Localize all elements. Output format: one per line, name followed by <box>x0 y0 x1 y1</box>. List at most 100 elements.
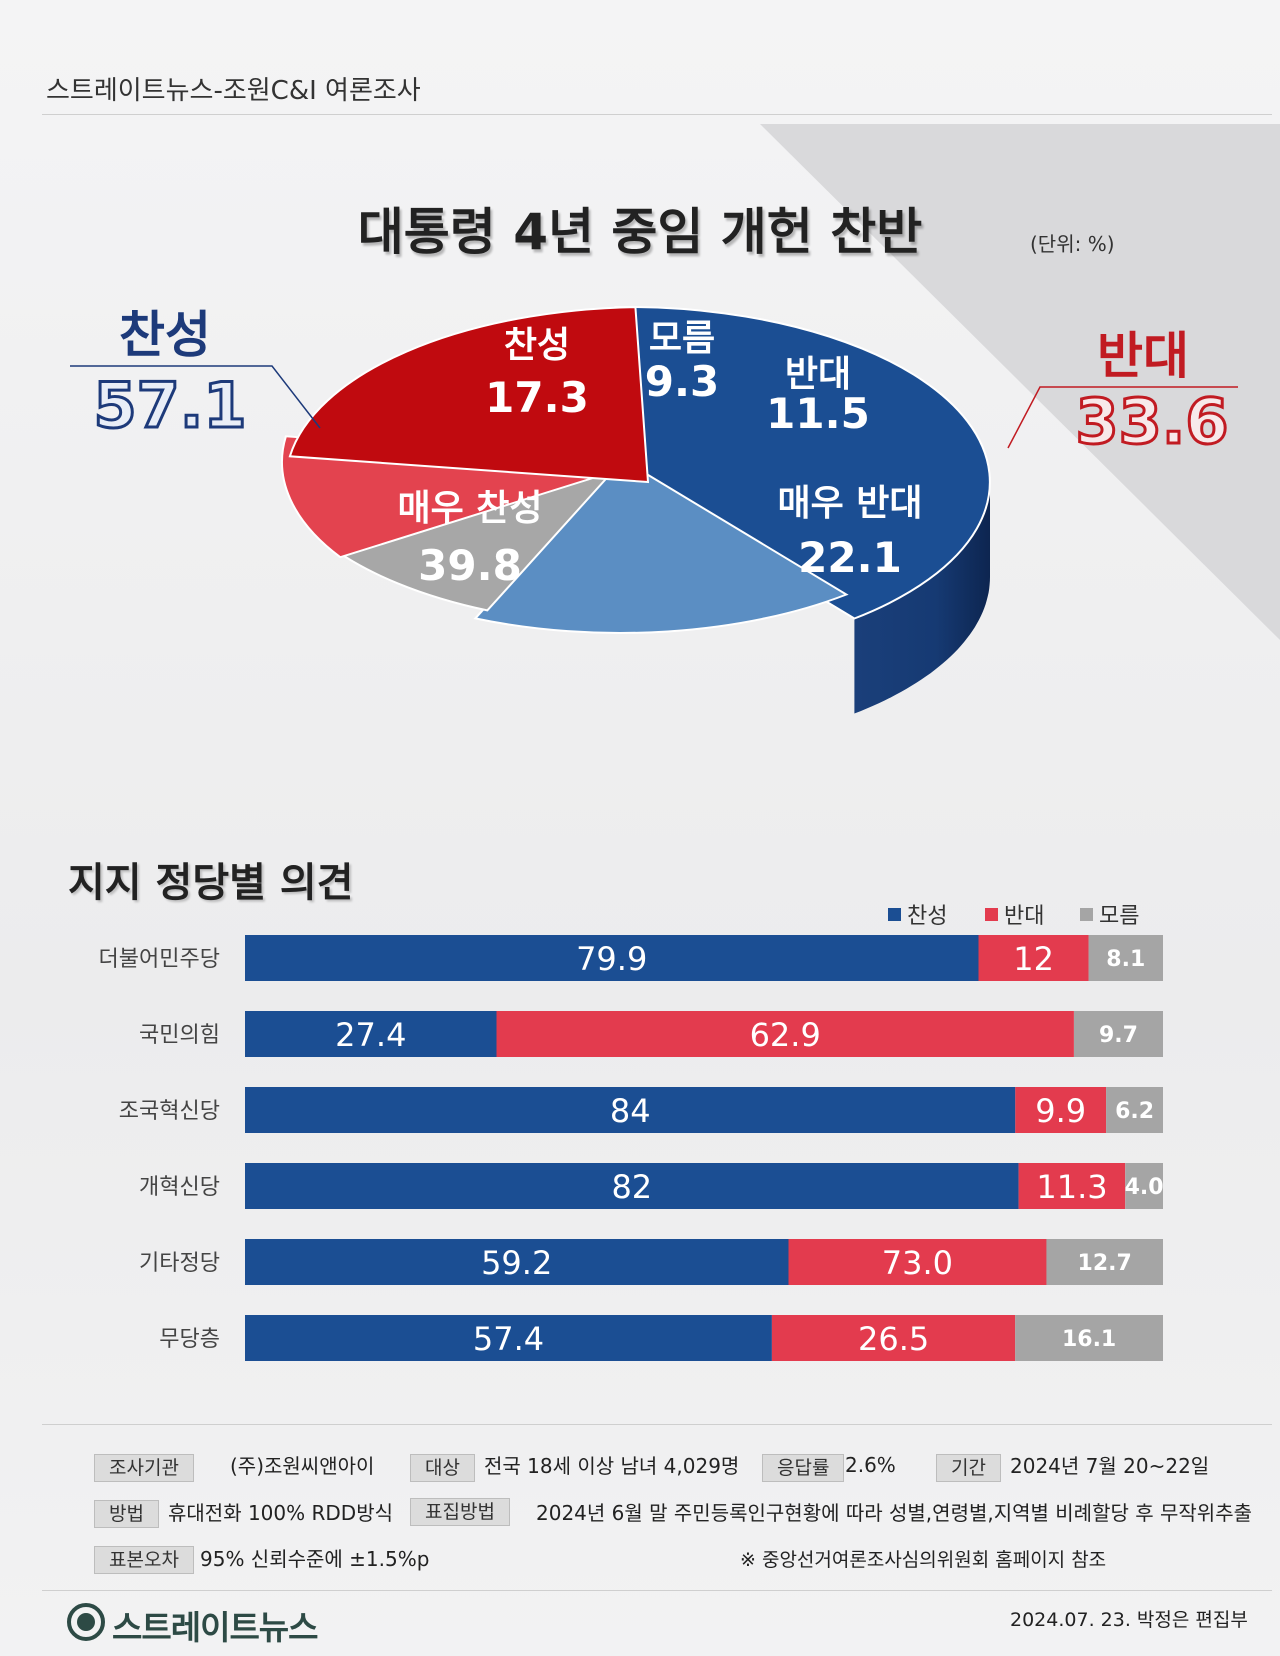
bar-category-4: 기타정당 <box>139 1251 220 1276</box>
header-divider <box>42 114 1272 115</box>
pie-slice-4 <box>288 306 650 484</box>
pie-tops <box>281 306 991 634</box>
background-diagonal <box>760 124 1280 640</box>
total-disagree-label: 반대 <box>1097 327 1189 385</box>
bar-category-5: 무당층 <box>159 1327 220 1352</box>
bar-label-3-1: 11.3 <box>1036 1168 1107 1206</box>
pie-slice-value-1: 17.3 <box>485 373 589 422</box>
survey-target: 전국 18세 이상 남녀 4,029명 <box>484 1454 740 1478</box>
pie-sides <box>854 482 990 714</box>
bar-segment-3-0 <box>245 1163 1019 1209</box>
survey-rate: 2.6% <box>845 1453 896 1477</box>
pie-slice-label-2: 모름 <box>649 318 715 359</box>
footer-date: 2024.07. 23. 박정은 편집부 <box>1010 1609 1248 1631</box>
bar-label-2-2: 6.2 <box>1115 1099 1154 1124</box>
survey-error-tag: 표본오차 <box>94 1546 194 1574</box>
bar-category-3: 개혁신당 <box>139 1175 220 1200</box>
header-title: 스트레이트뉴스-조원C&I 여론조사 <box>46 76 421 106</box>
bar-segment-4-0 <box>245 1239 789 1285</box>
bar-segment-4-2 <box>1046 1239 1163 1285</box>
bar-category-1: 국민의힘 <box>139 1023 220 1048</box>
bar-label-4-2: 12.7 <box>1078 1251 1132 1276</box>
survey-error: 95% 신뢰수준에 ±1.5%p <box>200 1547 430 1571</box>
bar-label-1-2: 9.7 <box>1099 1023 1138 1048</box>
survey-period-tag: 기간 <box>936 1454 1001 1482</box>
pie-chart-unit: (단위: %) <box>1030 232 1115 256</box>
bar-label-3-2: 4.0 <box>1125 1175 1164 1200</box>
bar-label-0-0: 79.9 <box>576 940 647 978</box>
bar-segment-5-1 <box>771 1315 1016 1361</box>
bar-segment-1-2 <box>1074 1011 1163 1057</box>
survey-sampling: 2024년 6월 말 주민등록인구현황에 따라 성별,연령별,지역별 비례할당 … <box>536 1501 1252 1525</box>
bar-label-1-1: 62.9 <box>750 1016 821 1054</box>
legend-label-2: 모름 <box>1099 904 1139 929</box>
bar-label-2-0: 84 <box>610 1092 651 1130</box>
bar-segment-0-2 <box>1088 935 1163 981</box>
pie-slice-label-0: 매우 찬성 <box>397 488 542 529</box>
pie-chart-title: 대통령 4년 중임 개헌 찬반 <box>357 203 923 261</box>
bar-category-2: 조국혁신당 <box>119 1099 220 1124</box>
logo-text: 스트레이트뉴스 <box>112 1608 319 1647</box>
stacked-bar-chart: 찬성 반대 모름 더불어민주당 79.9 12 8.1 국민의힘 27.4 62.9 9.7 조국혁… <box>99 904 1164 1361</box>
bar-rows: 더불어민주당 79.9 12 8.1 국민의힘 27.4 62.9 9.7 조국혁신당 84 9.9… <box>99 935 1164 1361</box>
bar-chart-title: 지지 정당별 의견 <box>68 860 354 906</box>
survey-method: 휴대전화 100% RDD방식 <box>168 1501 393 1525</box>
bar-segment-4-1 <box>788 1239 1047 1285</box>
bar-label-5-1: 26.5 <box>858 1320 929 1358</box>
legend-swatch-1 <box>985 908 998 921</box>
survey-org-tag: 조사기관 <box>94 1454 194 1482</box>
bar-segment-1-1 <box>496 1011 1074 1057</box>
pie-slice-value-3: 11.5 <box>766 389 870 438</box>
bar-label-0-2: 8.1 <box>1106 947 1145 972</box>
survey-method-tag: 방법 <box>94 1500 159 1528</box>
survey-org: (주)조원씨앤아이 <box>230 1454 375 1478</box>
bar-label-0-1: 12 <box>1013 940 1054 978</box>
pie-slice-label-1: 찬성 <box>504 325 570 366</box>
survey-target-tag: 대상 <box>410 1454 475 1482</box>
bar-segment-1-0 <box>245 1011 497 1057</box>
pie-slice-value-0: 39.8 <box>418 541 522 590</box>
bar-legend: 찬성 반대 모름 <box>888 904 1139 929</box>
bar-label-3-0: 82 <box>611 1168 652 1206</box>
bar-segment-0-1 <box>978 935 1089 981</box>
bar-label-5-0: 57.4 <box>473 1320 544 1358</box>
bar-label-4-0: 59.2 <box>481 1244 552 1282</box>
total-callout-line-disagree <box>1007 386 1238 449</box>
bar-segment-3-1 <box>1018 1163 1126 1209</box>
pie-slice-value-4: 22.1 <box>798 533 902 582</box>
survey-period: 2024년 7월 20~22일 <box>1010 1454 1210 1478</box>
survey-note: ※ 중앙선거여론조사심의위원회 홈페이지 참조 <box>740 1549 1107 1571</box>
bar-segment-2-2 <box>1106 1087 1163 1133</box>
bar-segment-5-2 <box>1015 1315 1163 1361</box>
footer-divider-bottom <box>42 1590 1272 1591</box>
bar-segment-0-0 <box>245 935 979 981</box>
bar-category-0: 더불어민주당 <box>99 947 220 972</box>
legend-swatch-0 <box>888 908 901 921</box>
bar-label-5-2: 16.1 <box>1062 1327 1116 1352</box>
bar-label-1-0: 27.4 <box>335 1016 406 1054</box>
bar-label-2-1: 9.9 <box>1035 1092 1086 1130</box>
pie-side-0 <box>854 482 990 714</box>
pie-slice-value-2: 9.3 <box>645 357 719 406</box>
bar-label-4-1: 73.0 <box>882 1244 953 1282</box>
total-callout-line-agree <box>70 365 321 429</box>
legend-label-1: 반대 <box>1004 904 1044 929</box>
legend-swatch-2 <box>1080 908 1093 921</box>
total-agree-value: 57.1 <box>94 369 247 442</box>
pie-slice-1 <box>473 456 849 634</box>
bar-segment-3-2 <box>1125 1163 1163 1209</box>
pie-slice-label-3: 반대 <box>785 354 851 395</box>
bar-segment-2-1 <box>1015 1087 1107 1133</box>
total-agree-label: 찬성 <box>119 306 211 364</box>
legend-label-0: 찬성 <box>907 904 947 929</box>
footer-divider-top <box>42 1424 1272 1425</box>
pie-slice-0 <box>614 306 991 620</box>
bar-segment-5-0 <box>245 1315 772 1361</box>
total-disagree-value: 33.6 <box>1076 385 1229 458</box>
logo-icon <box>67 1603 105 1641</box>
pie-slice-label-4: 매우 반대 <box>777 483 922 524</box>
bar-segment-2-0 <box>245 1087 1016 1133</box>
survey-rate-tag: 응답률 <box>762 1454 845 1482</box>
